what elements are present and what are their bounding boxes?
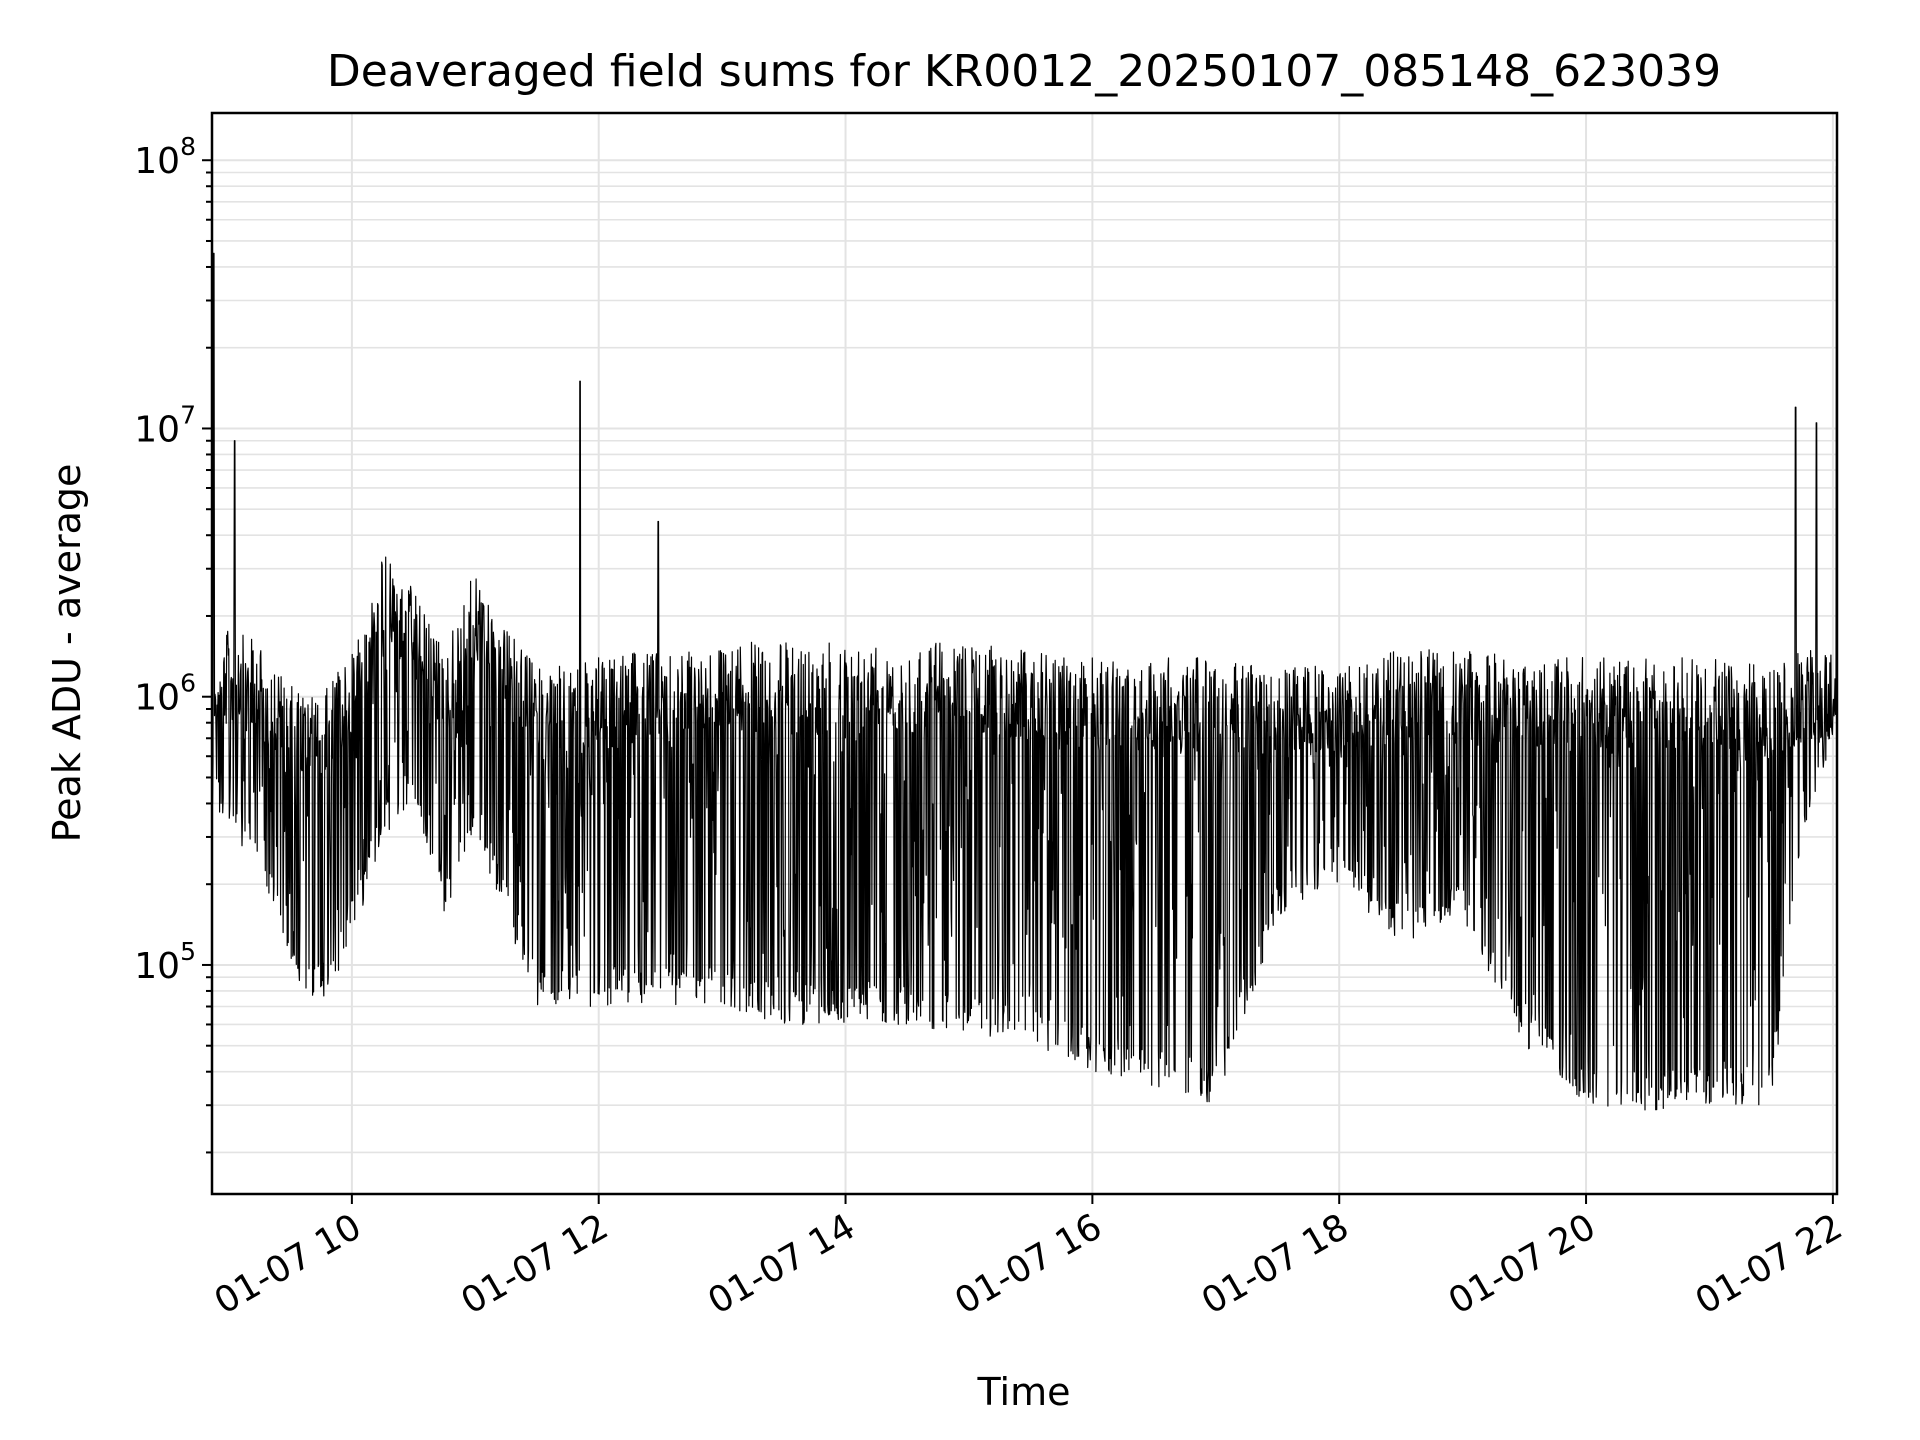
- y-axis-label: Peak ADU - average: [45, 464, 89, 843]
- y-tick-label: 107: [134, 400, 196, 450]
- y-axis: 105 106 107 108: [134, 132, 212, 1154]
- y-tick-label: 108: [134, 132, 196, 182]
- plot-frame: [210, 111, 1839, 1196]
- data-series: [211, 165, 1838, 1111]
- y-tick-label: 105: [134, 937, 196, 987]
- x-axis-label: Time: [977, 1370, 1071, 1414]
- series-line: [211, 165, 1838, 1111]
- chart-title: Deaveraged field sums for KR0012_2025010…: [327, 46, 1721, 97]
- y-tick-label: 106: [134, 669, 196, 719]
